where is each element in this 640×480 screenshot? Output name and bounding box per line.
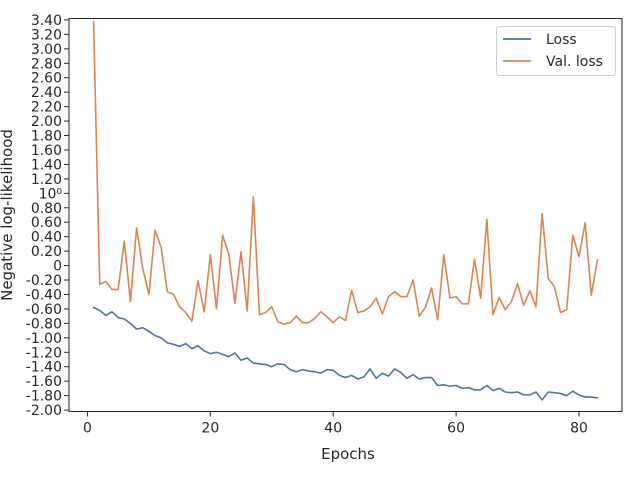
x-tick-label: 60 — [447, 421, 465, 437]
legend-label-1: Loss — [546, 32, 577, 48]
y-tick-label: -1.60 — [26, 374, 62, 390]
y-tick-label: 2.00 — [31, 114, 62, 130]
y-tick-label: 1.40 — [31, 157, 62, 173]
x-axis-label: Epochs — [321, 445, 375, 463]
y-tick-label: -2.00 — [26, 403, 62, 419]
y-tick-label: 3.20 — [31, 27, 62, 43]
y-tick-label: -0.20 — [26, 273, 62, 289]
y-tick-label: 0.80 — [31, 201, 62, 217]
y-tick-label: 0.20 — [31, 244, 62, 260]
series-line-2 — [92, 20, 599, 325]
x-tick-label: 80 — [570, 421, 588, 437]
y-tick-label: 3.00 — [31, 42, 62, 58]
x-tick-label: 20 — [201, 421, 219, 437]
y-tick-label: 0.60 — [31, 215, 62, 231]
y-tick-label: -0.80 — [26, 316, 62, 332]
legend: Loss Val. loss — [496, 26, 616, 76]
y-tick-label: -1.40 — [26, 360, 62, 376]
x-axis: 0 20 40 60 80 — [83, 411, 588, 437]
y-tick-label: -1.20 — [26, 345, 62, 361]
y-tick-label: 2.80 — [31, 56, 62, 72]
y-tick-label: 2.40 — [31, 85, 62, 101]
y-tick-label: 2.60 — [31, 71, 62, 87]
y-tick-label: 10⁰ — [39, 186, 63, 202]
x-tick-label: 0 — [83, 421, 92, 437]
y-tick-label: -1.00 — [26, 331, 62, 347]
legend-label-2: Val. loss — [546, 54, 603, 70]
y-tick-label: 3.40 — [31, 13, 62, 29]
y-tick-label: 1.80 — [31, 129, 62, 145]
plot-marks — [92, 20, 599, 401]
y-tick-label: 1.20 — [31, 172, 62, 188]
series-line-1 — [92, 306, 599, 401]
y-tick-label: 0 — [53, 259, 62, 275]
y-tick-label: -0.60 — [26, 302, 62, 318]
y-tick-label: 2.20 — [31, 100, 62, 116]
y-axis-label: Negative log-likelihood — [0, 129, 16, 301]
y-axis: -2.00-1.80-1.60-1.40-1.20-1.00-0.80-0.60… — [26, 13, 69, 419]
plot-frame — [68, 18, 623, 412]
y-tick-label: -1.80 — [26, 389, 62, 405]
y-tick-label: 1.60 — [31, 143, 62, 159]
y-tick-label: -0.40 — [26, 287, 62, 303]
y-tick-label: 0.40 — [31, 230, 62, 246]
x-tick-label: 40 — [324, 421, 342, 437]
